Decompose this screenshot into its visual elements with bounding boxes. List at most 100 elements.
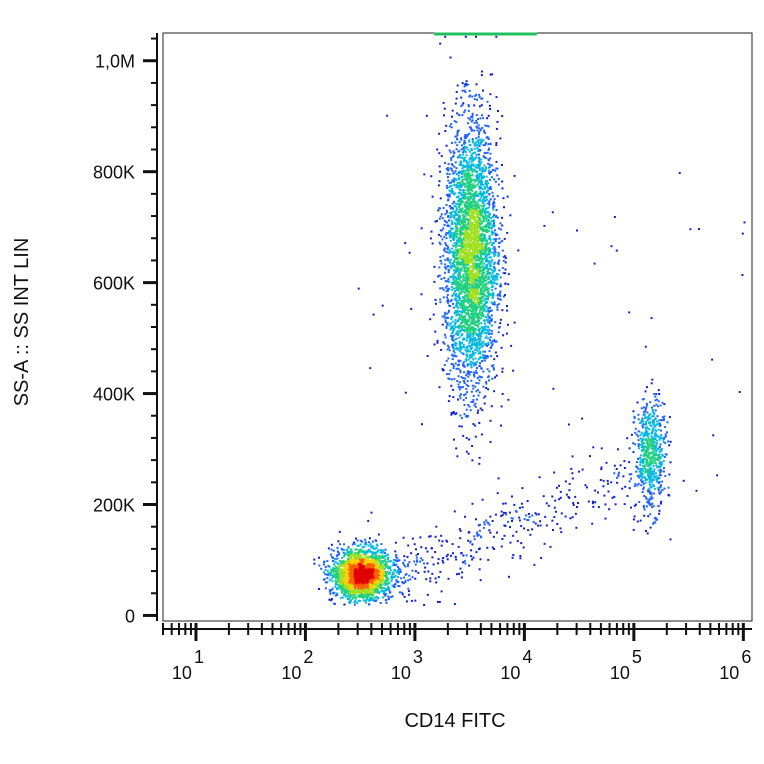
data-point (465, 293, 468, 296)
data-point (475, 346, 478, 349)
data-point (364, 541, 367, 544)
data-point (486, 117, 489, 120)
data-point (447, 301, 449, 304)
data-point (480, 174, 483, 177)
data-point (495, 35, 498, 38)
data-point (472, 335, 475, 338)
data-point (475, 93, 478, 96)
data-point (486, 224, 489, 227)
data-point (488, 322, 491, 325)
data-point (474, 282, 477, 285)
data-point (470, 242, 473, 245)
data-point (372, 559, 375, 562)
data-point (382, 561, 385, 564)
data-point (463, 89, 466, 92)
data-point (483, 225, 485, 228)
data-point (459, 184, 461, 187)
data-point (488, 234, 491, 237)
data-point (489, 186, 492, 188)
data-point (353, 567, 355, 569)
data-point (467, 166, 470, 169)
data-point (483, 319, 486, 322)
data-point (383, 567, 386, 570)
data-point (457, 302, 460, 304)
data-point (466, 333, 469, 336)
data-point (486, 151, 489, 154)
data-point (475, 35, 477, 38)
data-point (471, 279, 473, 282)
data-point (344, 553, 347, 556)
data-point (507, 273, 510, 276)
data-point (485, 282, 488, 285)
data-point (380, 549, 383, 552)
data-point (393, 586, 396, 589)
data-point (355, 557, 357, 560)
data-point (484, 395, 487, 398)
data-point (487, 214, 490, 217)
data-point (323, 578, 325, 581)
data-point (488, 163, 491, 166)
data-point (464, 252, 467, 255)
data-point (473, 374, 475, 376)
data-point (450, 158, 453, 161)
data-point (348, 564, 351, 567)
data-point (478, 131, 481, 134)
data-point (375, 588, 378, 591)
data-point (451, 202, 454, 205)
data-point (494, 250, 497, 253)
data-point (348, 557, 351, 560)
data-point (456, 326, 459, 329)
data-point (345, 590, 348, 593)
data-point (484, 237, 487, 240)
data-point (323, 561, 325, 564)
data-point (455, 283, 458, 286)
data-point (481, 246, 483, 249)
data-point (330, 599, 333, 602)
data-point (354, 568, 357, 571)
data-point (464, 203, 467, 206)
data-point (478, 337, 481, 340)
data-point (370, 585, 373, 588)
data-point (474, 348, 476, 351)
data-point (462, 181, 465, 184)
data-point (384, 587, 387, 590)
data-point (477, 268, 480, 271)
data-point (353, 601, 356, 604)
data-point (487, 337, 490, 340)
data-point (488, 350, 491, 353)
data-point (460, 137, 463, 140)
data-point (468, 259, 471, 262)
data-point (347, 570, 349, 573)
data-point (457, 347, 460, 350)
data-point (464, 151, 467, 154)
data-point (385, 571, 388, 574)
data-point (383, 574, 386, 577)
data-point (456, 334, 459, 336)
data-point (344, 564, 347, 566)
data-point (347, 562, 350, 565)
data-point (462, 279, 465, 282)
data-point (378, 591, 381, 594)
data-point (486, 329, 488, 332)
data-point (472, 201, 475, 204)
data-point (444, 130, 447, 132)
data-point (362, 553, 365, 556)
data-point (504, 268, 507, 271)
data-point (460, 105, 463, 108)
data-point (453, 343, 456, 346)
data-point (484, 142, 487, 144)
data-point (497, 303, 500, 306)
data-point (467, 83, 469, 86)
data-point (430, 230, 433, 233)
data-point (461, 305, 464, 308)
data-point (342, 571, 345, 573)
data-point (435, 220, 438, 222)
data-point (450, 363, 453, 365)
data-point (366, 572, 369, 575)
data-point (467, 358, 470, 361)
data-point (489, 339, 492, 342)
data-point (387, 582, 390, 585)
data-point (460, 292, 462, 295)
data-point (476, 377, 479, 380)
data-point (363, 578, 366, 581)
